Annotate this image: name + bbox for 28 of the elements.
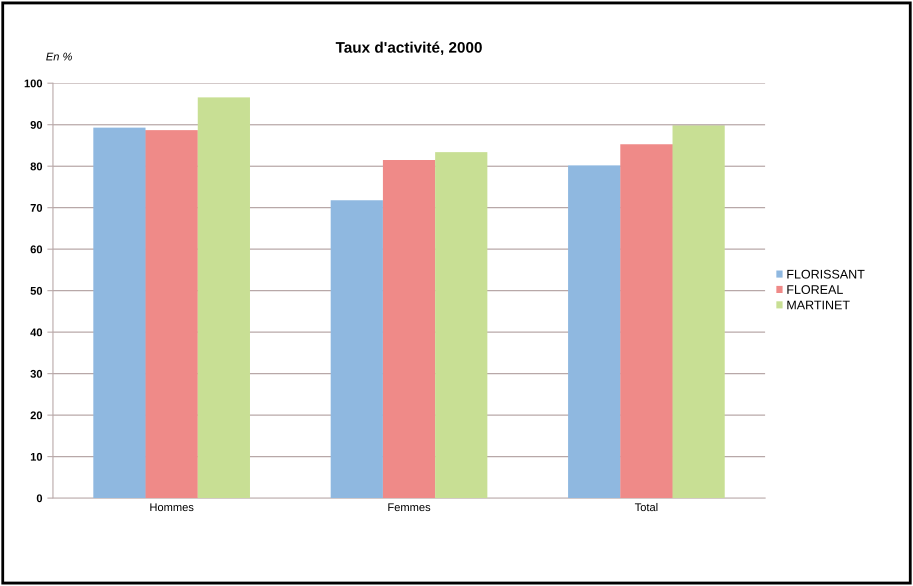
y-tick-label: 40 bbox=[30, 328, 42, 336]
legend-label: FLORISSANT bbox=[787, 270, 865, 279]
chart-title: Taux d'activité, 2000 bbox=[336, 41, 482, 56]
y-tick-label: 90 bbox=[30, 120, 42, 129]
x-tick-label: Femmes bbox=[388, 503, 430, 512]
bar bbox=[382, 160, 436, 498]
y-tick-label: 30 bbox=[30, 370, 42, 378]
y-tick-label: 80 bbox=[30, 162, 42, 170]
y-tick-label: 20 bbox=[30, 411, 42, 420]
y-tick-label: 60 bbox=[30, 245, 42, 254]
y-tick-label: 0 bbox=[36, 494, 42, 502]
legend-label: MARTINET bbox=[787, 300, 850, 310]
bar bbox=[146, 130, 198, 498]
bar bbox=[435, 152, 488, 498]
y-tick-label: 10 bbox=[30, 452, 42, 461]
bar bbox=[620, 144, 673, 498]
bar bbox=[198, 97, 250, 498]
y-tick-label: 100 bbox=[24, 79, 42, 88]
bar bbox=[568, 165, 620, 498]
legend-label: FLOREAL bbox=[787, 285, 843, 294]
bar bbox=[93, 128, 146, 498]
x-tick-label: Hommes bbox=[150, 503, 194, 512]
y-tick-label: 50 bbox=[30, 286, 42, 295]
bar bbox=[672, 126, 725, 498]
y-axis-title: En % bbox=[46, 52, 72, 60]
y-tick-label: 70 bbox=[30, 204, 42, 212]
bar bbox=[330, 200, 383, 498]
x-tick-label: Total bbox=[634, 502, 658, 512]
